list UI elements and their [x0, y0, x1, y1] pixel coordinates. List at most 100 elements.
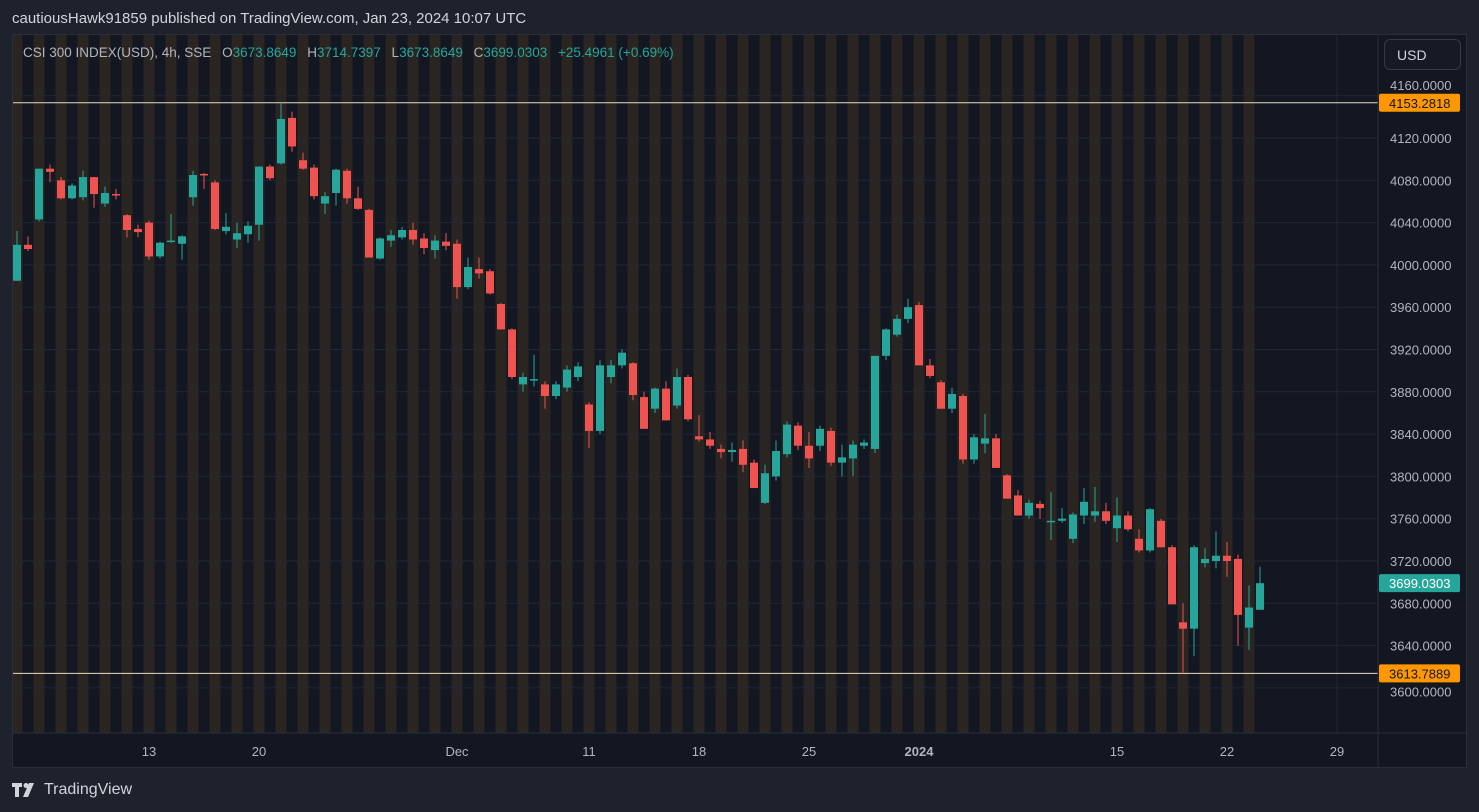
candle-body: [376, 238, 384, 259]
candle-body: [288, 117, 296, 147]
candle: [79, 170, 87, 201]
candle-body: [277, 118, 285, 164]
candle: [13, 231, 21, 281]
candle-body: [1036, 503, 1044, 509]
candle-body: [409, 230, 417, 240]
candle-body: [310, 167, 318, 197]
candle-body: [46, 168, 54, 172]
candle-body: [607, 365, 615, 377]
price-tick-label: 4120.0000: [1390, 131, 1451, 146]
candle: [101, 186, 109, 207]
candle: [530, 354, 538, 387]
candle: [915, 301, 923, 366]
candle-body: [530, 379, 538, 381]
candle-body: [959, 396, 967, 460]
symbol-title[interactable]: CSI 300 INDEX(USD), 4h, SSE: [23, 45, 212, 60]
price-tick-label: 4000.0000: [1390, 258, 1451, 273]
session-stripe: [605, 35, 617, 733]
candle: [354, 186, 362, 210]
candle: [1223, 541, 1231, 577]
candle: [860, 439, 868, 449]
candle: [1080, 488, 1088, 524]
session-stripe: [979, 35, 991, 733]
candle: [299, 152, 307, 170]
candle: [1135, 529, 1143, 553]
candle: [90, 177, 98, 208]
candle-body: [706, 439, 714, 446]
session-stripe: [1177, 35, 1189, 733]
candle: [68, 183, 76, 200]
candle: [838, 444, 846, 477]
candle: [431, 235, 439, 259]
candle-body: [123, 215, 131, 231]
candle: [651, 387, 659, 413]
candle: [1256, 566, 1264, 610]
candle: [926, 359, 934, 379]
candle: [1168, 545, 1176, 605]
candle-body: [1047, 520, 1055, 523]
candle-body: [882, 329, 890, 356]
candle-body: [1190, 547, 1198, 629]
candle: [57, 177, 65, 200]
session-stripe: [1001, 35, 1013, 733]
candle-body: [1201, 558, 1209, 564]
candle-body: [68, 185, 76, 199]
candle-body: [332, 169, 340, 193]
candle: [277, 102, 285, 165]
candle: [1069, 512, 1077, 544]
candle: [541, 381, 549, 409]
candle-body: [1212, 555, 1220, 561]
candle-body: [1135, 538, 1143, 551]
candle: [684, 374, 692, 422]
price-tag-label: 3613.7889: [1389, 666, 1450, 681]
candle: [189, 170, 197, 206]
session-stripe: [781, 35, 793, 733]
candle-body: [893, 318, 901, 335]
candle: [695, 415, 703, 442]
candle: [1234, 554, 1242, 646]
high-value: 3714.7397: [316, 45, 381, 60]
candle-body: [794, 425, 802, 446]
candle: [1212, 531, 1220, 569]
candle-body: [717, 448, 725, 453]
candle: [739, 440, 747, 473]
candle: [442, 233, 450, 251]
candle: [772, 440, 780, 481]
candle-body: [783, 424, 791, 455]
candle-body: [904, 307, 912, 319]
footer-brand[interactable]: TradingView: [12, 781, 132, 799]
candle: [1003, 474, 1011, 499]
candle: [178, 235, 186, 260]
candle-body: [13, 244, 21, 281]
candle: [1124, 511, 1132, 532]
price-tick-label: 3640.0000: [1390, 639, 1451, 654]
price-tag-label: 3699.0303: [1389, 576, 1450, 591]
price-tick-label: 3800.0000: [1390, 469, 1451, 484]
candle-body: [156, 242, 164, 257]
session-stripe: [759, 35, 771, 733]
candle: [574, 362, 582, 382]
time-tick-label: 25: [802, 744, 816, 759]
candle-body: [827, 430, 835, 463]
candle: [827, 427, 835, 466]
low-label: L: [391, 45, 400, 60]
candle-body: [90, 177, 98, 195]
candle-body: [618, 352, 626, 366]
candle: [783, 421, 791, 458]
candle-body: [343, 170, 351, 199]
candle-body: [145, 222, 153, 257]
candle: [893, 314, 901, 337]
candle-body: [750, 462, 758, 489]
price-tick-label: 4040.0000: [1390, 216, 1451, 231]
brand-name: TradingView: [44, 781, 133, 798]
candle-body: [1003, 475, 1011, 499]
candle: [981, 414, 989, 454]
session-stripe: [33, 35, 45, 733]
candle: [640, 391, 648, 429]
price-tick-label: 3920.0000: [1390, 343, 1451, 358]
candle-body: [244, 225, 252, 235]
currency-button[interactable]: USD: [1384, 39, 1461, 70]
candle: [794, 422, 802, 450]
session-stripe: [847, 35, 859, 733]
